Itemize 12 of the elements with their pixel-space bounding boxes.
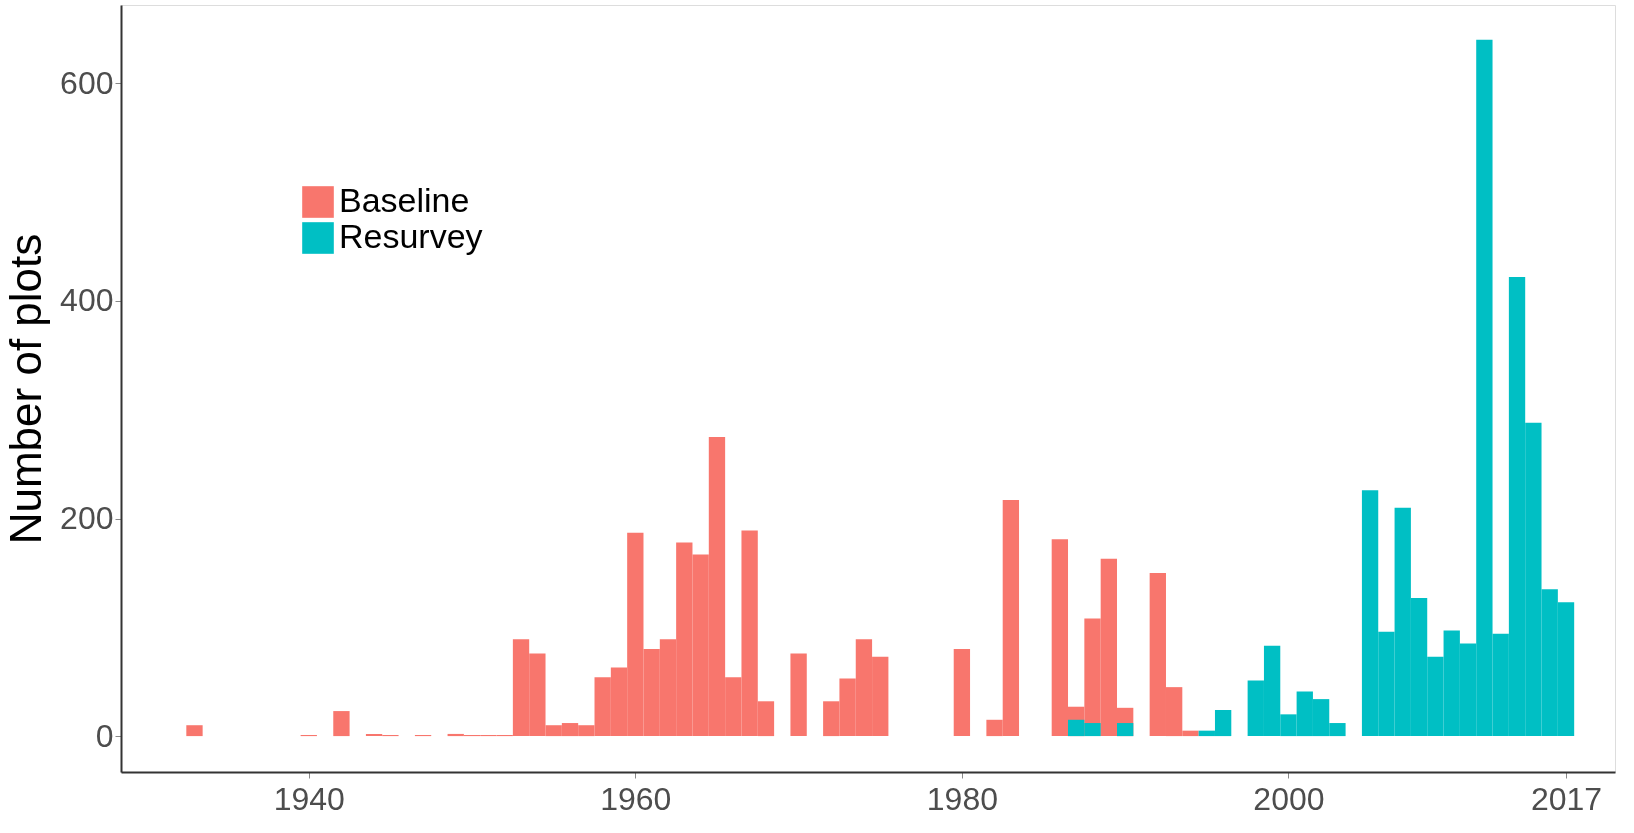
y-axis-title: Number of plots xyxy=(1,233,51,545)
legend-label: Resurvey xyxy=(339,217,483,255)
y-tick-label: 0 xyxy=(95,717,114,754)
y-tick-label: 400 xyxy=(60,282,114,319)
x-tick-label: 1960 xyxy=(600,780,672,817)
x-tick-label: 1980 xyxy=(926,780,998,817)
x-tick-label: 2000 xyxy=(1253,780,1325,817)
x-tick-label: 2017 xyxy=(1530,780,1603,817)
x-tick-label: 1940 xyxy=(273,780,345,817)
y-tick-label: 600 xyxy=(60,64,114,101)
legend-label: Baseline xyxy=(339,181,470,219)
y-tick-label: 200 xyxy=(60,500,114,537)
